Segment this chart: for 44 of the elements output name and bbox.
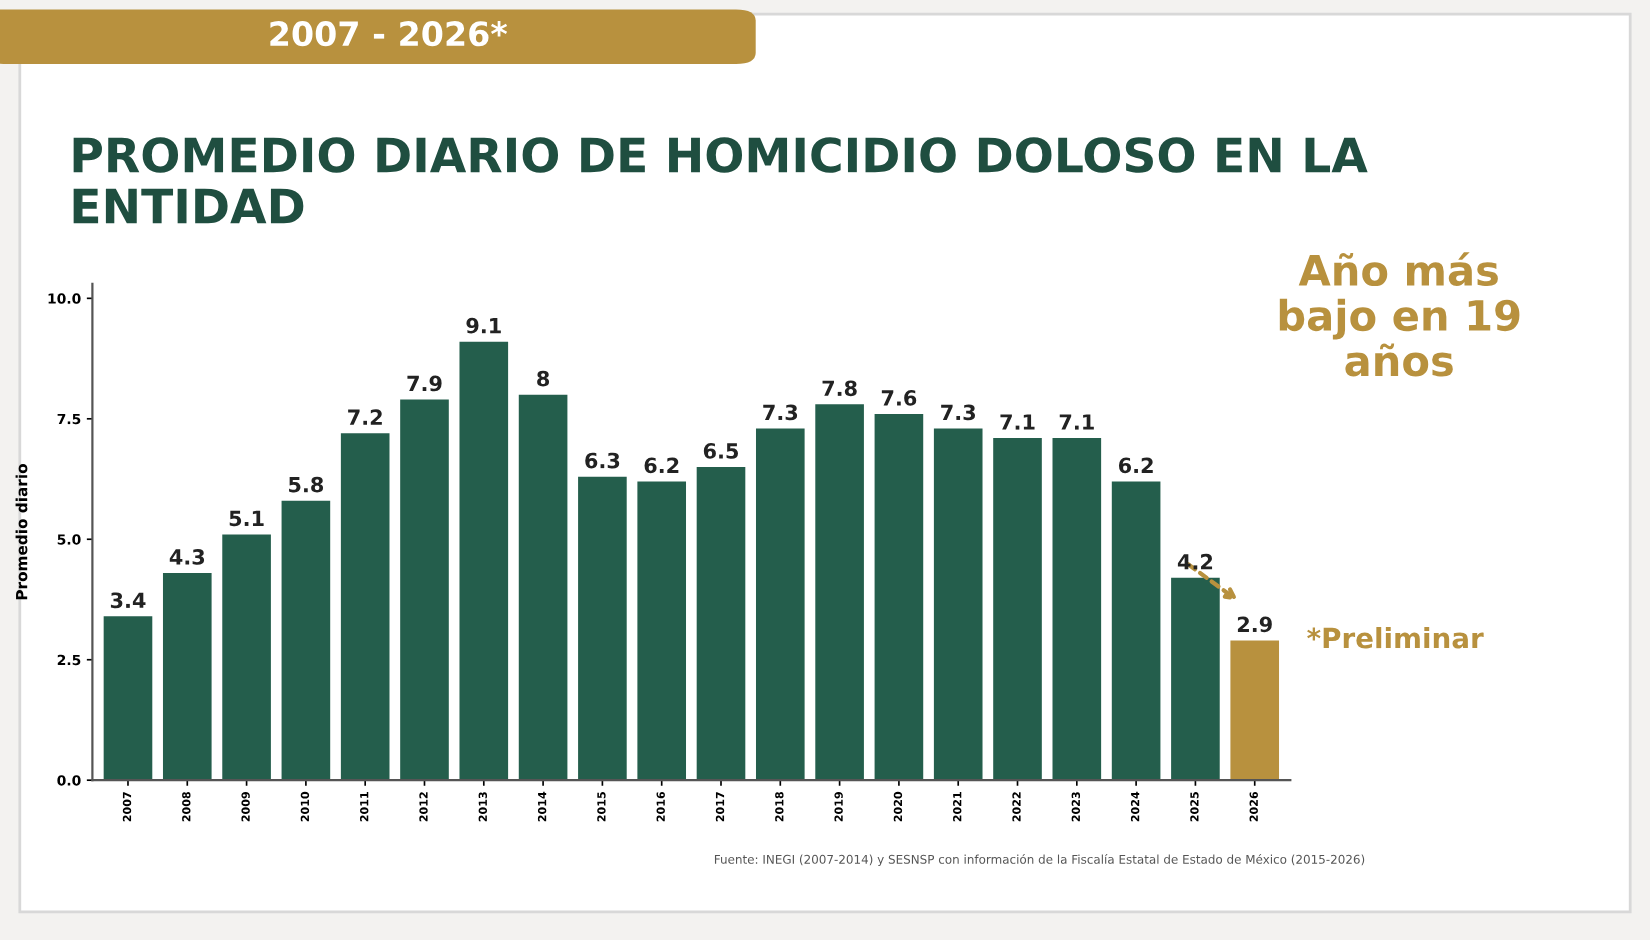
bar [993,438,1042,781]
data-label: 2.9 [1237,616,1272,633]
data-label: 7.6 [881,390,917,406]
bar [459,341,509,781]
data-label: 5.1 [229,510,264,527]
data-label: 5.8 [289,476,324,493]
data-label: 7.1 [1000,414,1035,430]
annotation: *Preliminar [1307,627,1484,649]
data-label: 7.1 [1059,414,1094,430]
bar [518,394,568,781]
bar [222,534,271,781]
data-label: 7.3 [941,404,976,421]
data-label: 6.3 [585,452,620,469]
bar [815,404,864,781]
bar [1171,577,1220,781]
bar [874,413,924,781]
bar [755,428,805,781]
data-label: 4.3 [169,549,205,565]
data-label: 6.2 [644,457,679,474]
data-label: 7.8 [822,380,857,397]
annotation: Año más bajo en 19 años [1279,252,1520,377]
chart-title: PROMEDIO DIARIO DE HOMICIDIO DOLOSO EN LA ENTIDAD [73,137,1368,224]
bar [1052,438,1102,781]
bar [103,616,153,781]
bar [637,481,687,781]
data-label: 6.5 [703,443,738,459]
data-label: 3.4 [110,592,146,609]
data-label: 6.2 [1118,457,1153,474]
bar [400,399,449,781]
data-label: 7.3 [763,404,798,421]
bar [162,573,212,781]
bar [696,466,746,781]
data-label: 7.2 [348,409,382,425]
bar [1111,481,1161,781]
bar [1230,640,1280,781]
bar [340,433,390,781]
data-label: 7.9 [407,375,442,392]
bar [578,476,627,781]
data-label: 8 [537,370,550,387]
data-label: 4.2 [1177,553,1213,570]
bar [933,428,983,781]
bar [281,500,331,781]
data-label: 9.1 [466,317,501,334]
text: 2007 - 2026* [270,21,508,47]
